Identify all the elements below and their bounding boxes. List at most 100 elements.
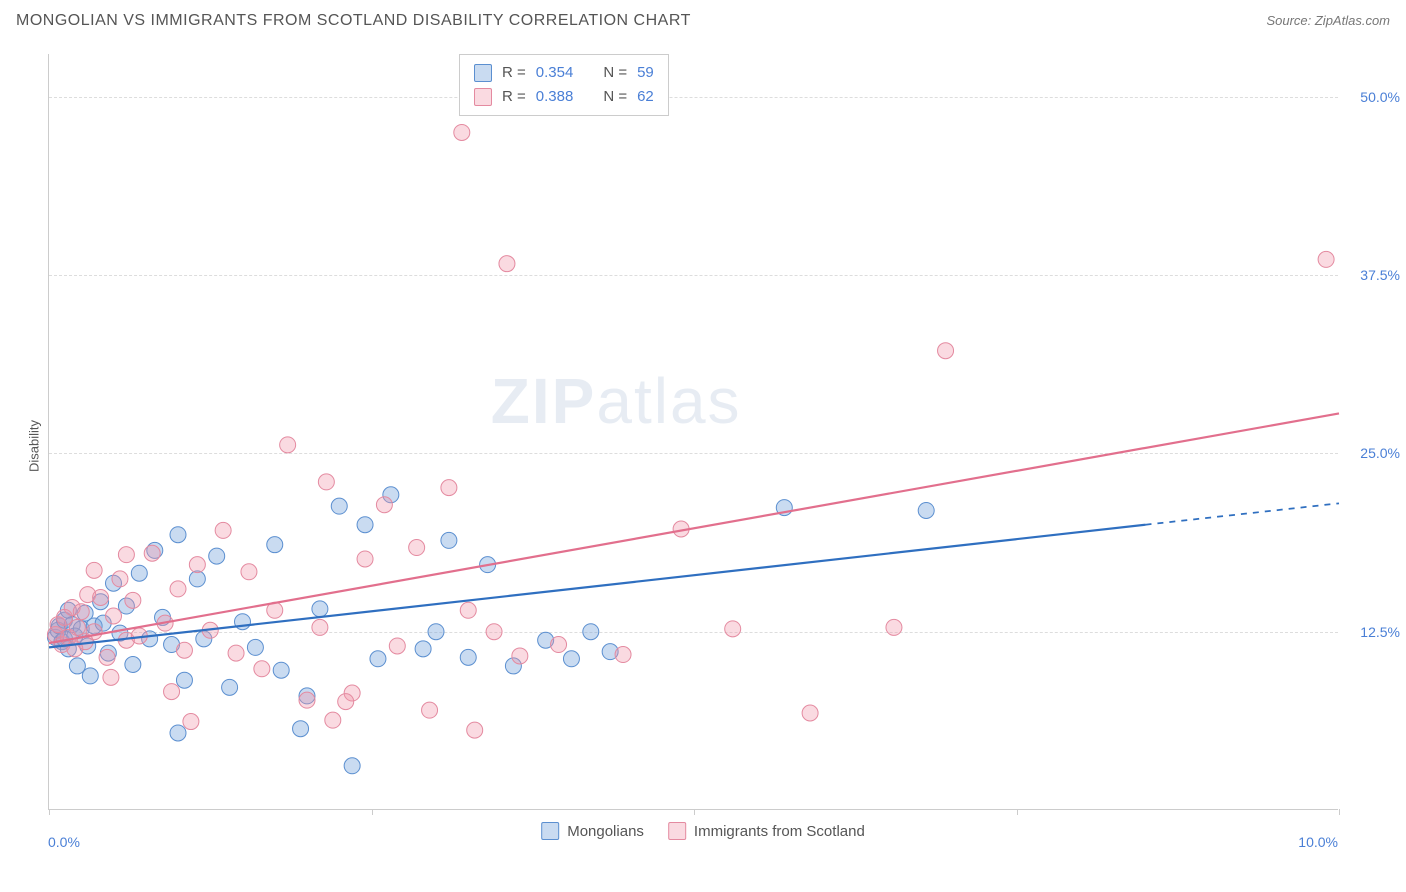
legend-stats: R =0.354N =59R =0.388N =62: [459, 54, 669, 116]
legend-n-value: 62: [637, 85, 654, 109]
chart-svg: [49, 54, 1339, 810]
data-point: [222, 679, 238, 695]
data-point: [370, 651, 386, 667]
data-point: [103, 669, 119, 685]
legend-label: Mongolians: [567, 823, 644, 840]
data-point: [389, 638, 405, 654]
data-point: [357, 551, 373, 567]
data-point: [215, 522, 231, 538]
data-point: [467, 722, 483, 738]
legend-n-label: N =: [603, 85, 627, 109]
data-point: [344, 758, 360, 774]
data-point: [176, 672, 192, 688]
source-label: Source: ZipAtlas.com: [1266, 13, 1390, 28]
legend-swatch: [474, 64, 492, 82]
data-point: [325, 712, 341, 728]
data-point: [499, 256, 515, 272]
legend-r-label: R =: [502, 85, 526, 109]
y-tick-label: 25.0%: [1360, 445, 1400, 461]
plot-area: ZIPatlas 12.5%25.0%37.5%50.0%R =0.354N =…: [48, 54, 1338, 810]
y-tick-label: 37.5%: [1360, 267, 1400, 283]
data-point: [267, 537, 283, 553]
data-point: [176, 642, 192, 658]
data-point: [170, 527, 186, 543]
data-point: [338, 694, 354, 710]
trend-line-extrapolated: [1146, 503, 1340, 524]
data-point: [441, 480, 457, 496]
data-point: [247, 639, 263, 655]
legend-item: Immigrants from Scotland: [668, 822, 865, 840]
data-point: [293, 721, 309, 737]
data-point: [486, 624, 502, 640]
data-point: [357, 517, 373, 533]
data-point: [318, 474, 334, 490]
data-point: [802, 705, 818, 721]
data-point: [99, 649, 115, 665]
data-point: [428, 624, 444, 640]
data-point: [409, 540, 425, 556]
data-point: [86, 624, 102, 640]
legend-swatch: [668, 822, 686, 840]
data-point: [415, 641, 431, 657]
data-point: [131, 565, 147, 581]
data-point: [118, 547, 134, 563]
data-point: [422, 702, 438, 718]
y-tick-label: 50.0%: [1360, 89, 1400, 105]
y-tick-label: 12.5%: [1360, 624, 1400, 640]
data-point: [170, 725, 186, 741]
data-point: [312, 619, 328, 635]
legend-r-value: 0.354: [536, 61, 574, 85]
data-point: [170, 581, 186, 597]
data-point: [254, 661, 270, 677]
legend-swatch: [541, 822, 559, 840]
data-point: [615, 647, 631, 663]
data-point: [125, 592, 141, 608]
data-point: [273, 662, 289, 678]
data-point: [183, 714, 199, 730]
data-point: [460, 649, 476, 665]
legend-item: Mongolians: [541, 822, 644, 840]
x-tick: [1339, 809, 1340, 815]
legend-n-label: N =: [603, 61, 627, 85]
data-point: [563, 651, 579, 667]
data-point: [69, 619, 85, 635]
data-point: [164, 684, 180, 700]
data-point: [280, 437, 296, 453]
data-point: [189, 571, 205, 587]
x-tick-label: 0.0%: [48, 834, 80, 850]
data-point: [209, 548, 225, 564]
data-point: [1318, 251, 1334, 267]
legend-bottom: Mongolians Immigrants from Scotland: [529, 822, 877, 844]
data-point: [86, 562, 102, 578]
data-point: [144, 545, 160, 561]
data-point: [228, 645, 244, 661]
data-point: [331, 498, 347, 514]
data-point: [189, 557, 205, 573]
legend-stats-row: R =0.354N =59: [474, 61, 654, 85]
data-point: [241, 564, 257, 580]
data-point: [125, 657, 141, 673]
trend-line: [49, 413, 1339, 643]
legend-r-value: 0.388: [536, 85, 574, 109]
data-point: [73, 604, 89, 620]
data-point: [725, 621, 741, 637]
legend-label: Immigrants from Scotland: [694, 823, 865, 840]
x-tick-label: 10.0%: [1298, 834, 1338, 850]
data-point: [512, 648, 528, 664]
data-point: [886, 619, 902, 635]
data-point: [106, 608, 122, 624]
data-point: [299, 692, 315, 708]
chart-title: MONGOLIAN VS IMMIGRANTS FROM SCOTLAND DI…: [16, 12, 691, 30]
data-point: [460, 602, 476, 618]
data-point: [938, 343, 954, 359]
legend-stats-row: R = 0.388 N = 62: [474, 85, 654, 109]
data-point: [312, 601, 328, 617]
legend-swatch: [474, 88, 492, 106]
legend-r-label: R =: [502, 61, 526, 85]
data-point: [82, 668, 98, 684]
data-point: [112, 571, 128, 587]
data-point: [376, 497, 392, 513]
data-point: [918, 502, 934, 518]
y-axis-label: Disability: [27, 420, 42, 472]
data-point: [93, 589, 109, 605]
